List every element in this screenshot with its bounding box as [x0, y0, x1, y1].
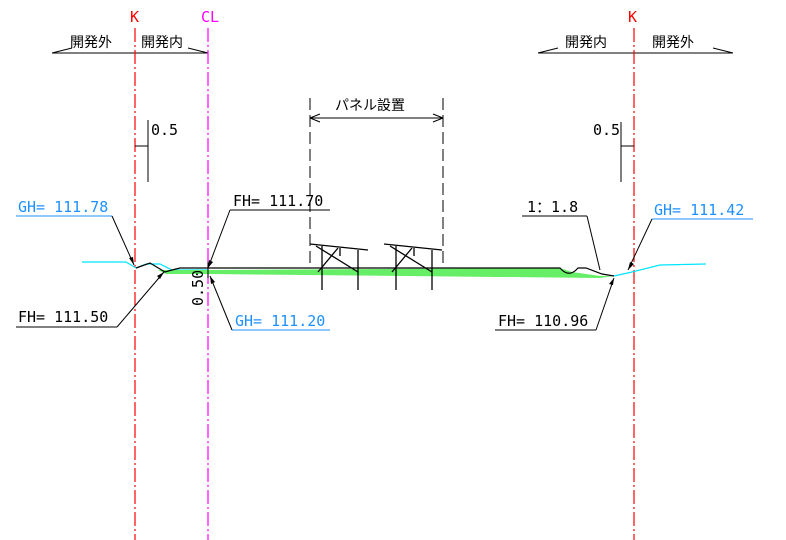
design-surface: [135, 262, 615, 277]
gh-center-leader: [209, 275, 330, 331]
panel-rack-2: [383, 243, 443, 290]
gh-right-leader: [627, 218, 753, 271]
gh-left-leader: [16, 215, 135, 266]
fh-center-label: FH= 111.70: [233, 192, 323, 210]
left-offset-label: 0.5: [151, 121, 178, 139]
left-k-marker: K: [130, 8, 139, 26]
depth-label: 0.50: [189, 270, 207, 306]
zone-inside-right: 開発内: [565, 35, 607, 51]
zone-outside-right: 開発外: [652, 35, 694, 51]
gh-left-label: GH= 111.78: [18, 198, 108, 216]
right-offset-label: 0.5: [593, 121, 620, 139]
fh-left-leader: [16, 271, 165, 328]
panel-rack-1: [309, 243, 369, 290]
fill-area: [158, 268, 614, 278]
slope-label: 1：1.8: [527, 198, 578, 216]
right-k-marker: K: [628, 8, 637, 26]
zone-outside-left: 開発外: [70, 35, 112, 51]
fh-right-leader: [495, 277, 615, 331]
zone-leader-right: [537, 47, 734, 54]
fh-right-label: FH= 110.96: [498, 312, 588, 330]
panel-label: パネル設置: [335, 98, 405, 114]
right-offset-dim: [620, 122, 634, 182]
left-offset-dim: [135, 120, 149, 182]
fh-left-label: FH= 111.50: [18, 308, 108, 326]
centerline-marker: CL: [201, 8, 219, 26]
gh-right-label: GH= 111.42: [654, 201, 744, 219]
fh-center-leader: [207, 209, 330, 269]
panel-dimension: [309, 98, 444, 268]
zone-inside-left: 開発内: [141, 35, 183, 51]
gh-center-label: GH= 111.20: [235, 312, 325, 330]
zone-leader-left: [51, 47, 209, 54]
slope-leader: [522, 215, 601, 271]
